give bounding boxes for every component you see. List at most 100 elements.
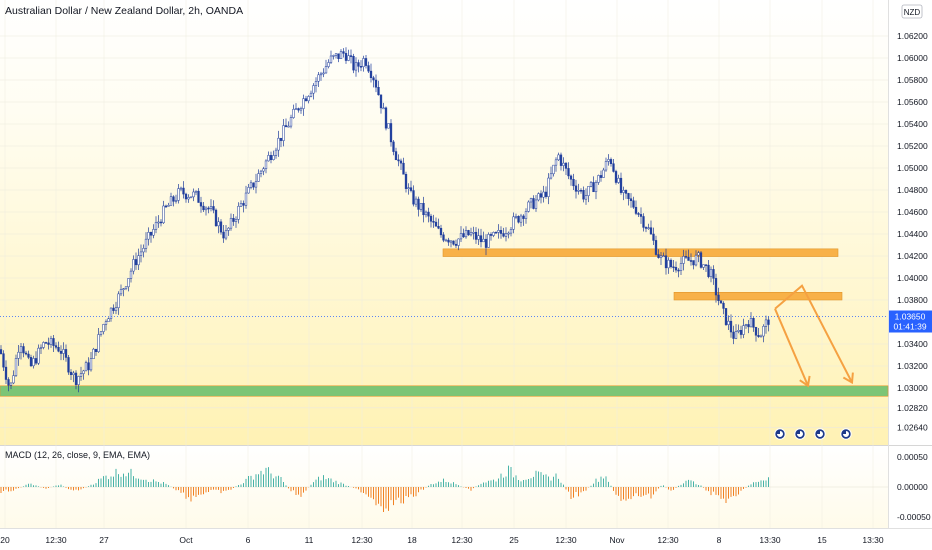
candle-body — [742, 325, 745, 335]
candle-body — [99, 331, 103, 335]
candle-body — [17, 351, 20, 359]
candle-body — [244, 192, 248, 206]
candle-body — [714, 278, 718, 296]
candle-body — [712, 269, 715, 279]
price-axis-label: 1.05600 — [897, 97, 928, 107]
candle-body — [354, 62, 358, 71]
time-axis-label: 20 — [0, 535, 10, 545]
price-axis-label: 1.04600 — [897, 207, 928, 217]
currency-badge-bg[interactable] — [901, 4, 923, 19]
candle-body — [407, 187, 410, 189]
time-axis-label: 11 — [305, 535, 314, 545]
candle-body — [214, 209, 218, 227]
candle-body — [144, 238, 148, 249]
candle-body — [652, 233, 655, 241]
candle-body — [334, 53, 338, 56]
candle-body — [654, 240, 658, 255]
candle-body — [557, 154, 560, 161]
candle-body — [629, 198, 633, 201]
time-axis-label: 8 — [717, 535, 722, 545]
candle-body — [184, 193, 188, 200]
candle-body — [237, 206, 240, 220]
candle-body — [89, 358, 93, 371]
candle-body — [619, 177, 623, 193]
candle-body — [397, 159, 400, 162]
event-markers[interactable] — [774, 428, 852, 440]
candle-body — [687, 256, 690, 261]
candle-body — [419, 203, 423, 210]
candle-body — [337, 53, 340, 59]
candle-body — [387, 123, 390, 129]
last-price-tag[interactable] — [889, 310, 932, 333]
candle-body — [427, 211, 430, 217]
candle-body — [49, 338, 53, 345]
candle-body — [289, 117, 293, 127]
candle-body — [572, 179, 575, 187]
candle-body — [284, 125, 288, 128]
candle-body — [54, 345, 58, 348]
candle-body — [147, 232, 150, 240]
candle-body — [497, 230, 500, 233]
macd-axis-label: 0.00000 — [897, 482, 928, 492]
candle-body — [9, 382, 13, 386]
resistance-zone-upper[interactable] — [442, 248, 839, 257]
time-axis-label: 18 — [407, 535, 417, 545]
candle-body — [142, 248, 145, 253]
candle-body — [707, 264, 710, 277]
candle-body — [324, 66, 328, 74]
candle-body — [579, 189, 583, 192]
candle-body — [352, 55, 355, 71]
candle-body — [767, 319, 770, 325]
candle-body — [267, 155, 270, 162]
candle-body — [669, 259, 673, 268]
candle-body — [232, 217, 235, 222]
candle-body — [252, 182, 255, 188]
candle-body — [659, 255, 663, 258]
currency-badge[interactable]: NZD — [904, 8, 921, 17]
candle-body — [764, 319, 768, 327]
candle-body — [42, 342, 45, 348]
candle-body — [287, 125, 290, 128]
candle-body — [447, 239, 450, 243]
candle-body — [524, 211, 528, 219]
candle-body — [547, 177, 550, 197]
candle-body — [199, 202, 203, 207]
candle-body — [347, 55, 350, 61]
candle-body — [537, 193, 540, 201]
candle-body — [257, 173, 260, 182]
candle-body — [82, 370, 85, 374]
resistance-zone-lower[interactable] — [673, 291, 843, 301]
candle-body — [514, 216, 518, 218]
candle-body — [644, 227, 648, 229]
time-axis[interactable]: 20 12:30 27 Oct 6 11 12:30 18 12:30 25 12:30 Nov 12:… — [0, 535, 884, 545]
candle-body — [34, 358, 38, 364]
candle-body — [127, 278, 130, 288]
candle-body — [412, 190, 415, 205]
time-axis-label: 12:30 — [351, 535, 373, 545]
candle-body — [262, 168, 265, 172]
candle-body — [602, 169, 605, 178]
projection-arrows[interactable] — [774, 284, 854, 388]
candle-body — [674, 267, 678, 271]
candle-body — [507, 232, 510, 235]
projection-line — [774, 284, 853, 383]
candle-body — [104, 321, 108, 325]
candle-body — [224, 230, 228, 239]
candle-body — [302, 98, 305, 109]
candle-body — [342, 51, 345, 54]
candle-body — [329, 55, 333, 63]
candle-body — [39, 347, 43, 349]
candle-body — [294, 108, 298, 110]
zones[interactable] — [0, 248, 889, 397]
support-zone[interactable] — [0, 385, 889, 397]
price-axis[interactable]: 1.06200 1.06000 1.05800 1.05600 1.05400 1.052… — [897, 31, 931, 522]
candle-body — [227, 227, 230, 231]
candle-body — [627, 193, 630, 199]
candle-body — [479, 235, 483, 243]
candle-body — [657, 254, 660, 258]
candle-body — [737, 330, 740, 332]
time-axis-label: 6 — [246, 535, 251, 545]
candle-body — [564, 162, 568, 169]
candle-body — [169, 196, 173, 206]
